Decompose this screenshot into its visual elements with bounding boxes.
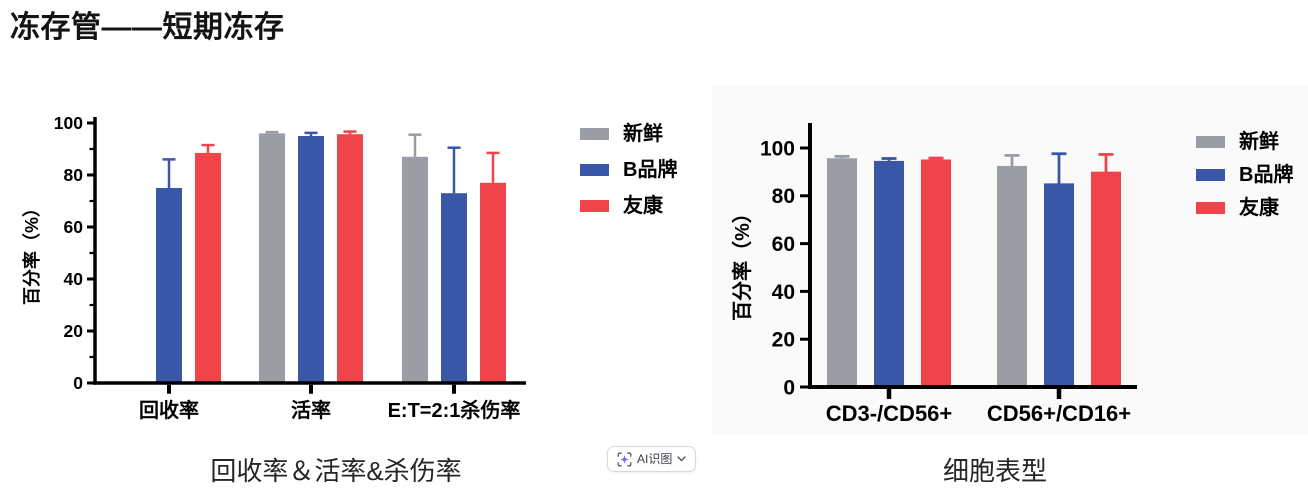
legend-right: 新鲜 B品牌 友康: [1196, 130, 1293, 220]
bar-B品牌-1: [298, 136, 324, 383]
x-category-label: E:T=2:1杀伤率: [388, 398, 521, 422]
bar-友康-0: [921, 159, 951, 387]
legend-item-brand-b: B品牌: [1196, 163, 1293, 187]
legend-label-brand-b: B品牌: [1239, 164, 1294, 186]
legend-swatch-youkang: [1196, 202, 1225, 214]
bar-B品牌-1: [1044, 183, 1074, 387]
bar-B品牌-0: [156, 188, 182, 383]
legend-label-brand-b: B品牌: [623, 159, 678, 181]
x-category-label: CD3-/CD56+: [826, 401, 953, 426]
ai-scan-sparkle-icon: [617, 452, 632, 467]
legend-item-youkang: 友康: [1196, 196, 1293, 220]
legend-item-youkang: 友康: [580, 194, 677, 218]
y-tick-label: 20: [64, 321, 84, 341]
legend-label-youkang: 友康: [623, 195, 663, 217]
y-tick-label: 100: [54, 113, 83, 133]
page-title: 冻存管——短期冻存: [10, 11, 285, 44]
caption-right-chart: 细胞表型: [942, 456, 1047, 486]
y-axis-title: 百分率（%）: [730, 203, 754, 321]
legend-swatch-brand-b: [580, 164, 609, 176]
legend-swatch-fresh: [580, 128, 609, 140]
y-tick-label: 80: [772, 185, 795, 208]
legend-left: 新鲜 B品牌 友康: [580, 122, 677, 218]
bar-友康-2: [480, 182, 506, 383]
legend-swatch-fresh: [1196, 136, 1225, 148]
legend-swatch-youkang: [580, 200, 609, 212]
y-axis-title: 百分率（%）: [21, 199, 42, 305]
bar-友康-0: [195, 152, 221, 383]
y-tick-label: 0: [73, 373, 83, 393]
legend-label-youkang: 友康: [1239, 197, 1279, 219]
legend-item-fresh: 新鲜: [580, 122, 677, 146]
y-tick-label: 80: [64, 165, 84, 185]
x-category-label: 活率: [291, 398, 331, 422]
legend-label-fresh: 新鲜: [623, 123, 663, 145]
bar-新鲜-1: [259, 133, 285, 383]
legend-item-fresh: 新鲜: [1196, 130, 1293, 154]
x-category-label: CD56+/CD16+: [987, 401, 1131, 426]
bar-B品牌-2: [441, 193, 467, 383]
y-tick-label: 40: [64, 269, 84, 289]
y-tick-label: 100: [760, 137, 795, 160]
bar-友康-1: [337, 134, 363, 383]
y-tick-label: 0: [783, 376, 795, 399]
legend-swatch-brand-b: [1196, 169, 1225, 181]
bar-新鲜-1: [997, 165, 1027, 387]
ai-recognize-button[interactable]: AI识图: [607, 446, 697, 472]
ai-button-label: AI识图: [637, 452, 673, 466]
legend-item-brand-b: B品牌: [580, 158, 677, 182]
y-tick-label: 40: [772, 281, 795, 304]
bar-新鲜-2: [402, 156, 428, 383]
bar-新鲜-0: [827, 158, 857, 387]
chevron-down-icon: [677, 456, 687, 462]
legend-label-fresh: 新鲜: [1239, 131, 1279, 153]
bar-B品牌-0: [874, 160, 904, 387]
y-tick-label: 60: [772, 233, 795, 256]
caption-left-chart: 回收率＆活率&杀伤率: [210, 456, 462, 486]
bar-友康-1: [1091, 171, 1121, 387]
x-category-label: 回收率: [139, 398, 199, 422]
y-tick-label: 60: [64, 217, 84, 237]
y-tick-label: 20: [772, 329, 795, 352]
